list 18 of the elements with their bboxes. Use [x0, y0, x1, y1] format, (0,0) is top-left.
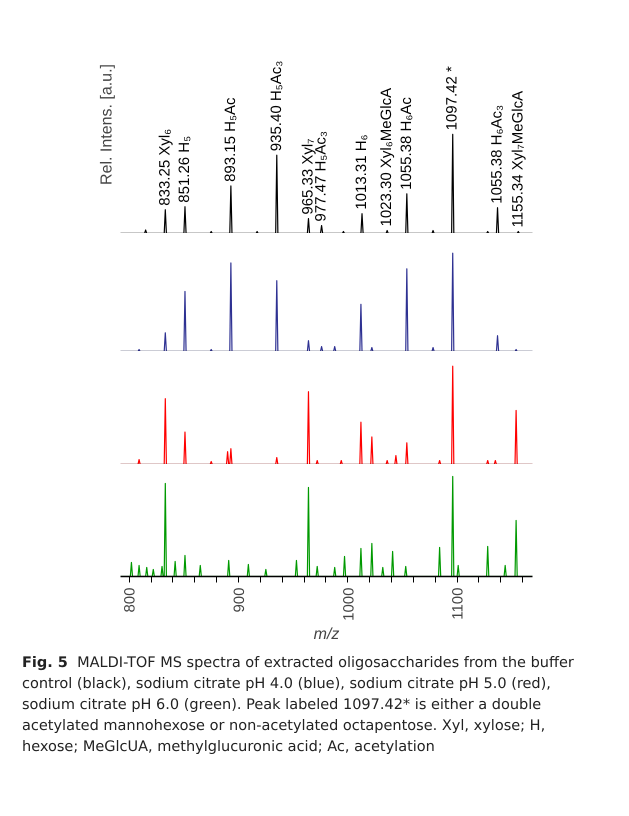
annotation: 1013.31 H₆	[353, 134, 370, 210]
annotation: 1097.42 *	[444, 66, 461, 130]
annotation: 965.33 Xyl₇	[299, 138, 316, 215]
x-axis-title: m/z	[314, 626, 340, 643]
x-tick-label: 800	[122, 587, 139, 613]
annotation: 851.26 H₅	[176, 136, 193, 203]
caption: Fig. 5	[22, 655, 68, 671]
annotation: 1023.30 Xyl₆MeGlcA	[378, 88, 396, 227]
x-tick-label: 1100	[450, 587, 467, 620]
y-axis-title: Rel. Intens. [a.u.]	[98, 64, 116, 185]
annotation: 893.15 H₅Ac	[222, 97, 239, 182]
x-tick-label: 1000	[340, 587, 358, 621]
annotation: 1055.38 H₆Ac	[398, 96, 415, 190]
annotation: 1055.38 H₆Ac₃	[488, 104, 506, 204]
x-tick-label: 900	[231, 587, 248, 613]
annotation: 833.25 Xyl₆	[156, 128, 174, 206]
annotation: 1155.34 Xyl₇MeGlcA	[509, 90, 526, 228]
annotation: 935.40 H₅Ac₃	[268, 60, 285, 152]
